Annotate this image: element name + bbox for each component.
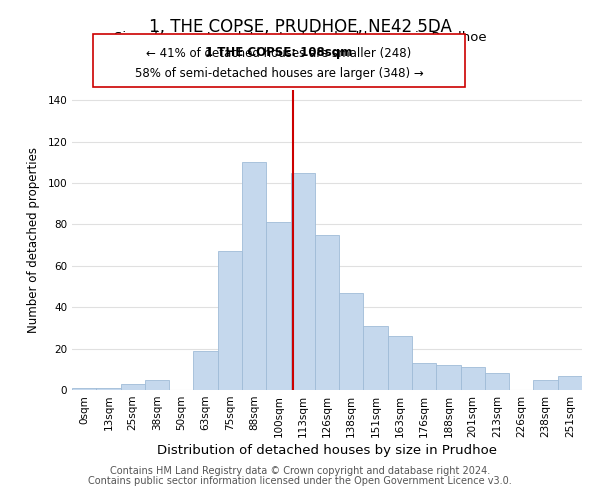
Bar <box>485 374 509 390</box>
Text: 1 THE COPSE: 108sqm: 1 THE COPSE: 108sqm <box>205 46 353 59</box>
Bar <box>412 363 436 390</box>
Bar <box>533 380 558 390</box>
Bar <box>290 173 315 390</box>
Text: Contains HM Land Registry data © Crown copyright and database right 2024.: Contains HM Land Registry data © Crown c… <box>110 466 490 476</box>
Bar <box>121 384 145 390</box>
Text: Contains public sector information licensed under the Open Government Licence v3: Contains public sector information licen… <box>88 476 512 486</box>
Bar <box>145 380 169 390</box>
Bar <box>266 222 290 390</box>
Bar <box>436 365 461 390</box>
Bar <box>96 388 121 390</box>
Bar <box>558 376 582 390</box>
Bar <box>461 367 485 390</box>
Bar <box>339 293 364 390</box>
Bar <box>388 336 412 390</box>
Text: 58% of semi-detached houses are larger (348) →: 58% of semi-detached houses are larger (… <box>134 67 424 80</box>
Bar <box>242 162 266 390</box>
X-axis label: Distribution of detached houses by size in Prudhoe: Distribution of detached houses by size … <box>157 444 497 457</box>
Text: Size of property relative to detached houses in Prudhoe: Size of property relative to detached ho… <box>113 31 487 44</box>
Y-axis label: Number of detached properties: Number of detached properties <box>28 147 40 333</box>
Bar <box>72 388 96 390</box>
Bar <box>193 350 218 390</box>
Text: 1, THE COPSE, PRUDHOE, NE42 5DA: 1, THE COPSE, PRUDHOE, NE42 5DA <box>149 18 451 36</box>
Bar <box>218 252 242 390</box>
Bar <box>315 235 339 390</box>
Text: ← 41% of detached houses are smaller (248): ← 41% of detached houses are smaller (24… <box>146 48 412 60</box>
Bar <box>364 326 388 390</box>
